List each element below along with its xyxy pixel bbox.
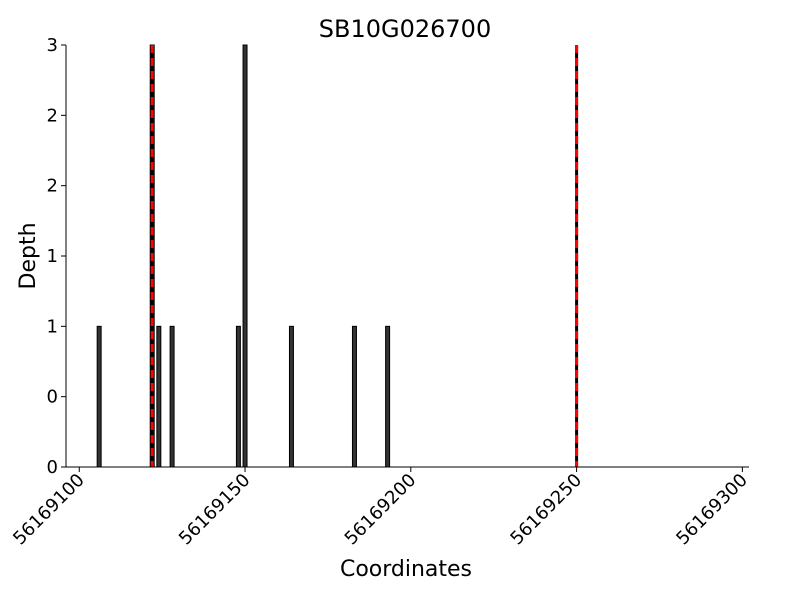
y-tick-label: 2: [47, 176, 58, 197]
y-tick-label: 0: [47, 457, 58, 478]
bar: [156, 325, 162, 468]
x-axis-label: Coordinates: [340, 557, 472, 582]
x-tick-label: 56169250: [506, 470, 586, 550]
bar: [235, 325, 241, 468]
x-tick-label: 56169200: [341, 470, 421, 550]
bar: [351, 325, 357, 468]
x-tick-label: 56169300: [672, 470, 752, 550]
y-axis-label: Depth: [16, 222, 41, 289]
chart-title: SB10G026700: [319, 15, 491, 43]
bar: [169, 325, 175, 468]
bar: [288, 325, 294, 468]
x-tick-label: 56169100: [9, 470, 89, 550]
bar: [96, 325, 102, 468]
y-tick-label: 2: [47, 105, 58, 126]
bar: [385, 325, 391, 468]
x-tick-label: 56169150: [175, 470, 255, 550]
y-tick-label: 0: [47, 387, 58, 408]
y-tick-label: 3: [47, 35, 58, 56]
y-tick-label: 1: [47, 246, 58, 267]
bar: [242, 44, 248, 468]
y-tick-label: 1: [47, 316, 58, 337]
